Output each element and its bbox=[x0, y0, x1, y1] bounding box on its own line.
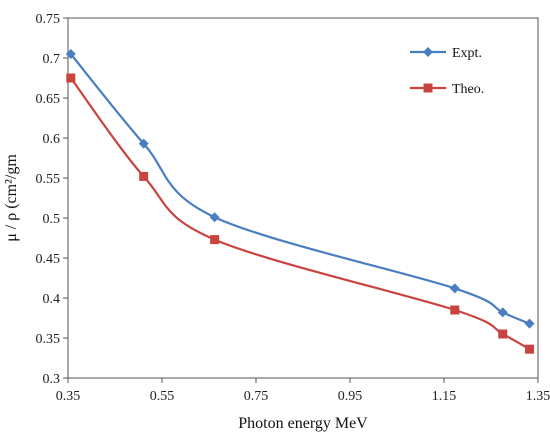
x-tick-label: 1.15 bbox=[432, 389, 457, 404]
series-layer bbox=[65, 49, 535, 354]
series-theo bbox=[66, 73, 535, 354]
y-tick-label: 0.45 bbox=[36, 252, 61, 267]
y-tick-label: 0.5 bbox=[43, 212, 61, 227]
legend-label: Expt. bbox=[452, 46, 482, 61]
data-point bbox=[524, 318, 535, 329]
legend-label: Theo. bbox=[452, 82, 484, 97]
x-tick-label: 0.55 bbox=[150, 389, 175, 404]
data-point bbox=[209, 212, 220, 223]
legend-marker bbox=[423, 47, 433, 57]
y-tick-label: 0.55 bbox=[36, 172, 61, 187]
data-point bbox=[139, 171, 149, 181]
data-point bbox=[525, 344, 535, 354]
data-point bbox=[498, 329, 508, 339]
y-axis-ticks: 0.3 0.35 0.4 0.45 0.5 0.55 0.6 0.65 0.7 0.75 bbox=[36, 12, 68, 387]
data-point bbox=[65, 49, 76, 59]
data-point bbox=[210, 235, 220, 245]
x-tick-label: 0.35 bbox=[56, 389, 81, 404]
x-tick-label: 1.35 bbox=[526, 389, 550, 404]
y-axis-label: μ / ρ (cm²/gm bbox=[3, 154, 20, 242]
x-tick-label: 0.75 bbox=[244, 389, 269, 404]
legend: Expt. Theo. bbox=[410, 46, 484, 97]
y-tick-label: 0.75 bbox=[36, 12, 61, 27]
data-point bbox=[449, 283, 460, 294]
y-tick-label: 0.7 bbox=[43, 52, 61, 67]
x-axis-label: Photon energy MeV bbox=[238, 415, 368, 432]
data-point bbox=[497, 307, 508, 318]
x-tick-label: 0.95 bbox=[338, 389, 363, 404]
series-line bbox=[69, 77, 531, 351]
plot-frame bbox=[67, 17, 539, 379]
legend-marker bbox=[423, 83, 433, 93]
data-point bbox=[138, 138, 149, 149]
y-tick-label: 0.4 bbox=[43, 292, 61, 307]
y-tick-label: 0.6 bbox=[43, 132, 61, 147]
y-tick-label: 0.3 bbox=[43, 372, 61, 387]
y-tick-label: 0.65 bbox=[36, 92, 61, 107]
data-point bbox=[66, 73, 76, 83]
x-axis-ticks: 0.35 0.55 0.75 0.95 1.15 1.35 bbox=[56, 378, 550, 404]
series-expt bbox=[65, 49, 535, 329]
data-point bbox=[450, 305, 460, 315]
y-tick-label: 0.35 bbox=[36, 332, 61, 347]
